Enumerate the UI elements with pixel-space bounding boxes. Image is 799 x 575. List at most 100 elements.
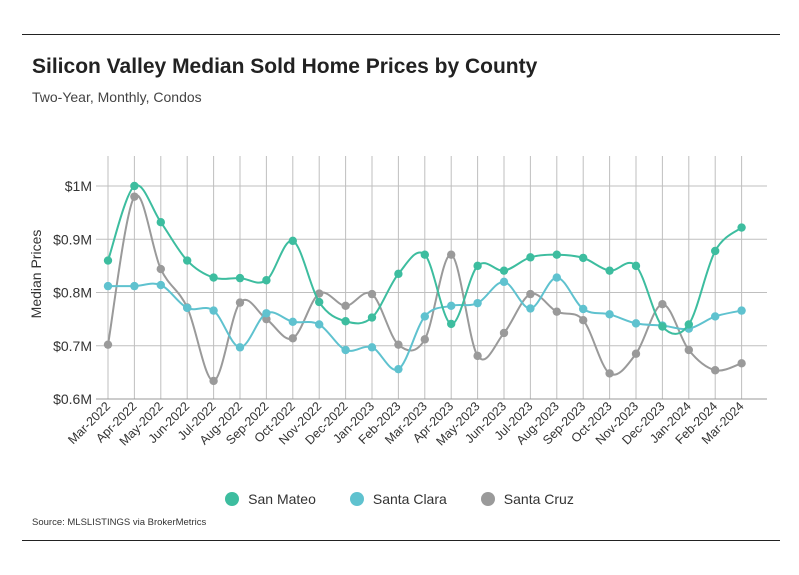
point-santa-clara-19 — [605, 310, 614, 319]
point-san-mateo-12 — [420, 250, 429, 259]
point-santa-cruz-8 — [315, 289, 324, 298]
chart-title: Silicon Valley Median Sold Home Prices b… — [32, 55, 538, 78]
point-san-mateo-7 — [288, 236, 297, 246]
point-santa-clara-23 — [711, 312, 720, 321]
series-santa-cruz — [103, 192, 746, 386]
point-san-mateo-14 — [473, 261, 482, 271]
point-santa-clara-13 — [447, 301, 456, 311]
legend-marker-santa-cruz — [480, 492, 495, 506]
point-santa-clara-1 — [130, 281, 139, 291]
point-santa-clara-6 — [262, 309, 271, 318]
point-santa-clara-7 — [288, 317, 297, 326]
point-santa-clara-4 — [209, 306, 218, 315]
legend: San Mateo Santa Clara Santa Cruz — [0, 491, 799, 507]
point-san-mateo-19 — [605, 266, 614, 275]
point-santa-clara-10 — [367, 343, 377, 352]
point-santa-cruz-9 — [341, 301, 350, 311]
point-san-mateo-6 — [262, 276, 271, 285]
point-santa-clara-17 — [552, 273, 561, 282]
legend-marker-san-mateo — [225, 492, 240, 506]
point-santa-cruz-6 — [262, 314, 271, 324]
point-san-mateo-11 — [394, 269, 403, 279]
point-san-mateo-10 — [367, 313, 377, 322]
point-san-mateo-20 — [631, 261, 641, 271]
y-tick-label-1: $0.9M — [53, 231, 92, 247]
point-santa-clara-14 — [473, 298, 482, 308]
series-santa-clara — [103, 273, 746, 374]
x-axis-ticks: Mar-2022Apr-2022May-2022Jun-2022Jul-2022… — [65, 399, 746, 448]
point-santa-clara-12 — [420, 312, 429, 321]
legend-marker-santa-clara — [349, 492, 364, 506]
point-san-mateo-13 — [447, 319, 456, 329]
point-santa-clara-0 — [103, 281, 113, 291]
point-san-mateo-2 — [156, 218, 165, 227]
point-santa-cruz-0 — [103, 340, 113, 349]
point-san-mateo-23 — [711, 246, 720, 256]
source-note: Source: MLSLISTINGS via BrokerMetrics — [32, 517, 207, 528]
point-santa-cruz-10 — [367, 289, 377, 299]
series-group — [103, 181, 746, 386]
point-santa-clara-16 — [526, 304, 535, 313]
y-axis-ticks: $1M $0.9M $0.8M $0.7M $0.6M — [53, 178, 92, 407]
point-san-mateo-22 — [684, 320, 693, 329]
point-san-mateo-17 — [552, 250, 561, 259]
point-santa-cruz-16 — [526, 289, 535, 299]
point-san-mateo-18 — [579, 253, 588, 263]
legend-item-santa-clara: Santa Clara — [349, 491, 447, 507]
legend-label-santa-clara: Santa Clara — [372, 491, 447, 507]
point-santa-clara-5 — [235, 343, 245, 352]
y-tick-label-4: $0.6M — [53, 391, 92, 407]
point-santa-cruz-12 — [420, 335, 429, 344]
legend-item-san-mateo: San Mateo — [225, 491, 316, 507]
point-santa-clara-9 — [341, 345, 350, 355]
point-santa-cruz-15 — [499, 328, 509, 338]
legend-label-san-mateo: San Mateo — [248, 491, 316, 507]
y-tick-label-2: $0.8M — [53, 285, 92, 301]
point-santa-clara-3 — [183, 303, 192, 313]
point-santa-clara-8 — [315, 320, 324, 329]
point-santa-cruz-22 — [684, 345, 693, 355]
point-san-mateo-24 — [737, 223, 746, 232]
point-santa-clara-24 — [737, 306, 746, 315]
point-santa-cruz-5 — [235, 298, 245, 307]
point-santa-clara-15 — [499, 277, 509, 287]
point-san-mateo-8 — [315, 297, 324, 307]
point-san-mateo-4 — [209, 273, 218, 282]
point-san-mateo-9 — [341, 317, 350, 326]
point-san-mateo-3 — [183, 256, 192, 265]
point-san-mateo-21 — [658, 322, 667, 331]
point-santa-clara-11 — [394, 364, 403, 374]
point-santa-cruz-17 — [552, 307, 561, 316]
bottom-rule — [22, 540, 780, 541]
point-san-mateo-15 — [499, 266, 509, 275]
point-san-mateo-5 — [235, 273, 245, 283]
point-santa-cruz-20 — [631, 349, 641, 358]
point-san-mateo-1 — [130, 181, 139, 191]
point-santa-cruz-24 — [737, 359, 746, 368]
point-santa-cruz-1 — [130, 192, 139, 201]
point-santa-cruz-18 — [579, 315, 588, 325]
y-tick-label-3: $0.7M — [53, 338, 92, 354]
y-tick-label-0: $1M — [65, 178, 92, 194]
chart-subtitle: Two-Year, Monthly, Condos — [32, 89, 202, 105]
y-axis-label: Median Prices — [28, 230, 44, 319]
point-santa-cruz-23 — [711, 366, 720, 375]
point-santa-clara-20 — [631, 319, 641, 328]
series-san-mateo — [103, 181, 746, 335]
point-san-mateo-0 — [103, 256, 113, 265]
point-santa-cruz-21 — [658, 300, 667, 309]
point-santa-clara-18 — [579, 304, 588, 314]
point-santa-cruz-11 — [394, 340, 403, 349]
top-rule — [22, 34, 780, 35]
point-santa-cruz-13 — [447, 250, 456, 259]
grid — [96, 156, 767, 400]
legend-label-santa-cruz: Santa Cruz — [503, 491, 574, 507]
series-line-santa-cruz — [107, 194, 742, 382]
point-santa-cruz-2 — [156, 264, 165, 274]
point-santa-cruz-7 — [288, 334, 297, 343]
point-san-mateo-16 — [526, 253, 535, 262]
legend-item-santa-cruz: Santa Cruz — [480, 491, 574, 507]
point-santa-cruz-4 — [209, 376, 218, 386]
point-santa-clara-2 — [156, 280, 165, 290]
